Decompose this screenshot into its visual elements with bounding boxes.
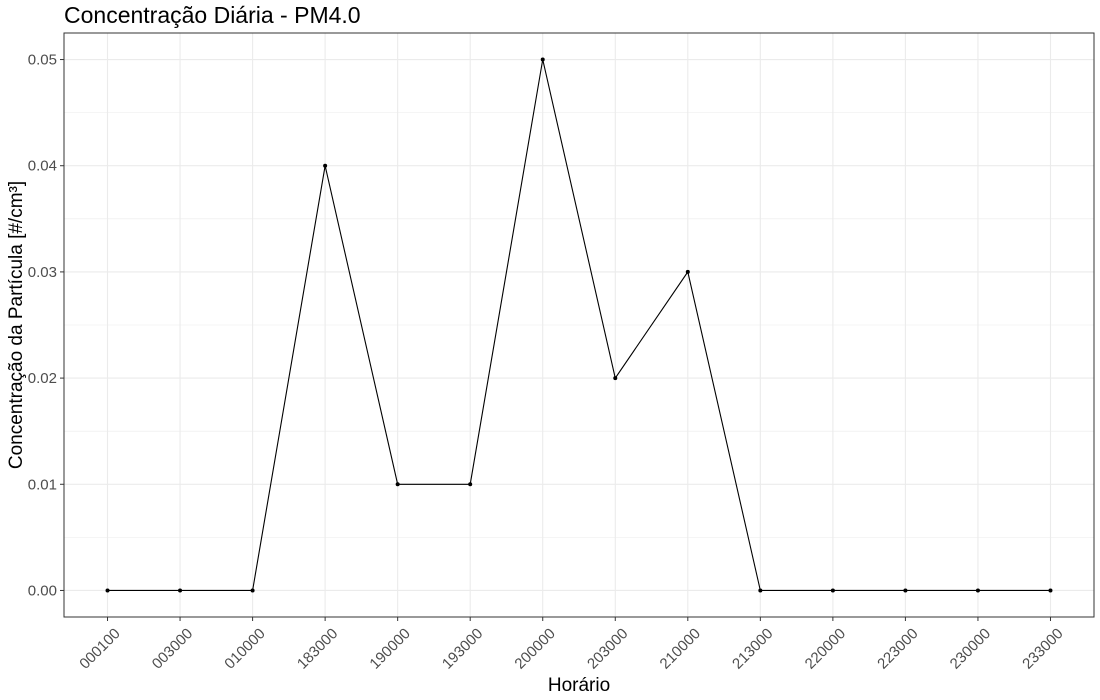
- data-point: [613, 376, 618, 381]
- x-tick-label: 010000: [221, 625, 268, 672]
- y-tick-label: 0.01: [28, 476, 57, 493]
- x-tick-label: 203000: [584, 625, 631, 672]
- data-point: [395, 482, 400, 487]
- y-tick-label: 0.00: [28, 582, 57, 599]
- panel-border: [63, 32, 1095, 618]
- x-tick-label: 190000: [366, 625, 413, 672]
- x-tick-label: 233000: [1019, 625, 1066, 672]
- data-point: [250, 588, 255, 593]
- data-point: [975, 588, 980, 593]
- data-point: [540, 57, 545, 62]
- x-tick-label: 193000: [439, 625, 486, 672]
- data-point: [105, 588, 110, 593]
- data-point: [758, 588, 763, 593]
- data-point: [468, 482, 473, 487]
- x-axis-title: Horário: [548, 675, 610, 696]
- y-tick-label: 0.02: [28, 370, 57, 387]
- chart-title: Concentração Diária - PM4.0: [64, 2, 361, 28]
- x-tick-label: 223000: [874, 625, 921, 672]
- data-point: [830, 588, 835, 593]
- data-point: [903, 588, 908, 593]
- data-point: [1048, 588, 1053, 593]
- grid-lines: [64, 33, 1094, 617]
- x-axis: 000100 003000 010000 183000 190000 193000 2000…: [76, 617, 1067, 673]
- y-axis-title: Concentração da Partícula [#/cm³]: [6, 181, 27, 469]
- x-tick-label: 000100: [76, 625, 123, 672]
- x-tick-label: 003000: [149, 625, 196, 672]
- data-point: [323, 163, 328, 168]
- x-tick-label: 210000: [657, 625, 704, 672]
- x-tick-label: 213000: [729, 625, 776, 672]
- y-tick-label: 0.03: [28, 264, 57, 281]
- y-tick-label: 0.05: [28, 52, 57, 69]
- y-axis: 0.00 0.01 0.02 0.03 0.04 0.05: [28, 52, 64, 599]
- series-line: [107, 59, 1051, 592]
- x-tick-label: 230000: [947, 625, 994, 672]
- data-point: [685, 269, 690, 274]
- x-tick-label: 183000: [294, 625, 341, 672]
- x-tick-label: 200000: [511, 625, 558, 672]
- data-point: [178, 588, 183, 593]
- x-tick-label: 220000: [802, 625, 849, 672]
- y-tick-label: 0.04: [28, 158, 57, 175]
- series-group: [105, 57, 1053, 593]
